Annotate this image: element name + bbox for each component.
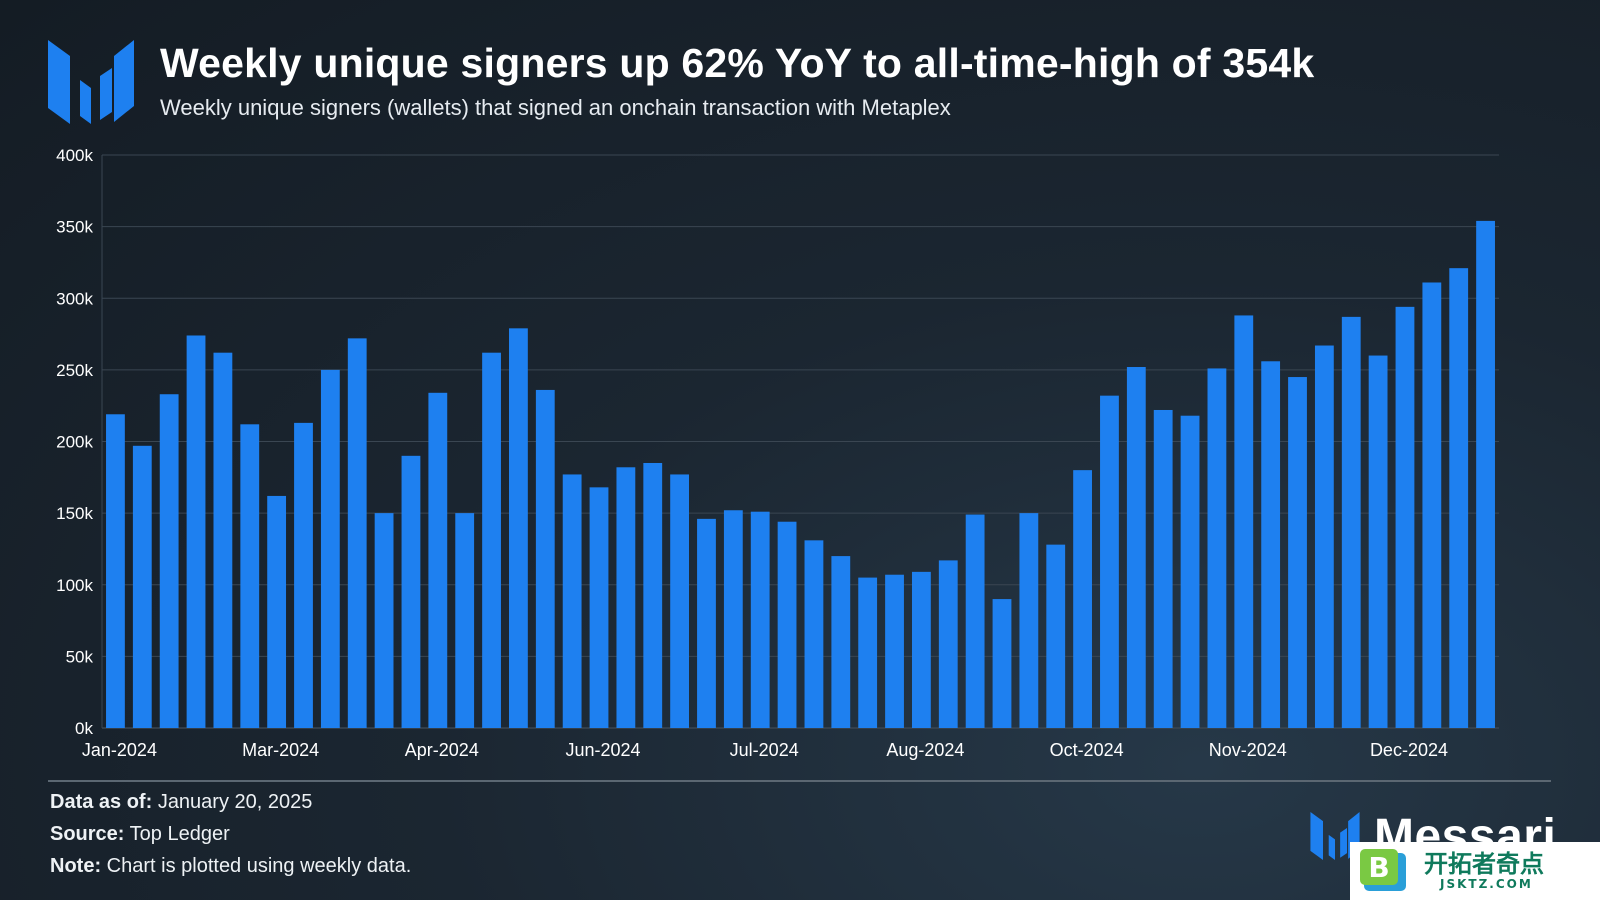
bar — [562, 474, 582, 728]
y-tick-label: 100k — [56, 576, 93, 595]
bar — [509, 328, 528, 728]
y-tick-label: 300k — [56, 289, 93, 308]
bar — [858, 577, 878, 728]
source-line: Source: Top Ledger — [50, 823, 230, 846]
bar — [697, 518, 716, 728]
bar — [455, 513, 475, 729]
bar — [911, 571, 931, 728]
y-tick-label: 250k — [56, 361, 93, 380]
svg-text:B: B — [1368, 851, 1389, 884]
note-label: Note: — [50, 855, 102, 877]
bar — [374, 513, 394, 729]
bar-chart: 0k 50k 100k 150k 200k 250k 300k 350k 400k Jan-202… — [56, 146, 1499, 760]
bar — [186, 335, 206, 728]
bar — [1073, 470, 1092, 728]
bar — [1422, 282, 1442, 728]
bar — [213, 352, 233, 728]
x-tick-label: Oct-2024 — [1050, 740, 1124, 760]
bar — [1476, 220, 1495, 728]
data-as-of-line: Data as of: January 20, 2025 — [50, 791, 312, 814]
bar — [1180, 415, 1200, 728]
x-tick-label: Dec-2024 — [1370, 740, 1448, 760]
x-tick-label: Aug-2024 — [886, 740, 964, 760]
bar — [401, 455, 421, 728]
bar — [643, 462, 663, 728]
y-tick-label: 0k — [75, 719, 93, 738]
note-line: Note: Chart is plotted using weekly data… — [50, 855, 411, 878]
bar — [320, 369, 340, 729]
watermark-cn-text: 开拓者奇点 — [1424, 850, 1544, 878]
watermark-badge-icon: B — [1360, 849, 1406, 891]
bar — [1207, 368, 1227, 728]
x-tick-label: Nov-2024 — [1209, 740, 1287, 760]
y-tick-label: 350k — [56, 218, 93, 237]
y-tick-label: 200k — [56, 433, 93, 452]
bar — [267, 495, 287, 728]
x-tick-label: Jul-2024 — [730, 740, 799, 760]
x-tick-label: Jan-2024 — [82, 740, 157, 760]
bar — [992, 599, 1012, 728]
bar — [482, 352, 501, 728]
bar — [723, 510, 743, 728]
bar — [535, 389, 555, 728]
bar — [1341, 316, 1361, 728]
bar — [750, 511, 770, 728]
bar — [106, 414, 125, 728]
bar — [938, 560, 958, 728]
bar — [1153, 409, 1173, 728]
bar — [294, 422, 313, 728]
y-tick-label: 400k — [56, 146, 93, 165]
source-label: Source: — [50, 823, 125, 845]
bar — [831, 556, 851, 728]
y-tick-label: 50k — [66, 647, 94, 666]
x-tick-label: Mar-2024 — [242, 740, 319, 760]
bar — [1046, 544, 1066, 728]
bar — [159, 394, 179, 728]
bar — [1449, 268, 1469, 728]
watermark: B 开拓者奇点 JSKTZ.COM — [1350, 842, 1600, 900]
bar — [1100, 395, 1119, 728]
bar — [777, 521, 797, 728]
bar — [1261, 361, 1281, 728]
bar — [670, 474, 690, 728]
bar — [804, 540, 824, 728]
bar — [1395, 306, 1415, 728]
bar — [1314, 345, 1334, 728]
data-as-of-value: January 20, 2025 — [157, 791, 313, 813]
note-value: Chart is plotted using weekly data. — [106, 855, 412, 877]
data-as-of-label: Data as of: — [50, 791, 153, 813]
chart-subtitle: Weekly unique signers (wallets) that sig… — [160, 95, 951, 120]
messari-logo-icon — [48, 40, 134, 124]
bar — [616, 467, 636, 728]
bar — [1019, 513, 1039, 729]
watermark-en-text: JSKTZ.COM — [1440, 877, 1533, 891]
bar — [885, 574, 904, 728]
bar — [132, 445, 152, 728]
source-value: Top Ledger — [129, 823, 230, 845]
bar — [1126, 367, 1146, 728]
bar — [1288, 377, 1307, 728]
bar — [1368, 355, 1388, 728]
x-tick-label: Jun-2024 — [565, 740, 640, 760]
bar — [428, 392, 448, 728]
bar — [347, 338, 367, 728]
chart-title: Weekly unique signers up 62% YoY to all-… — [160, 40, 1315, 86]
bar — [1234, 315, 1254, 728]
footer-divider — [48, 780, 1551, 782]
bar — [589, 487, 609, 728]
bar — [240, 424, 260, 728]
y-tick-label: 150k — [56, 504, 93, 523]
x-tick-label: Apr-2024 — [405, 740, 479, 760]
bar — [965, 514, 985, 728]
